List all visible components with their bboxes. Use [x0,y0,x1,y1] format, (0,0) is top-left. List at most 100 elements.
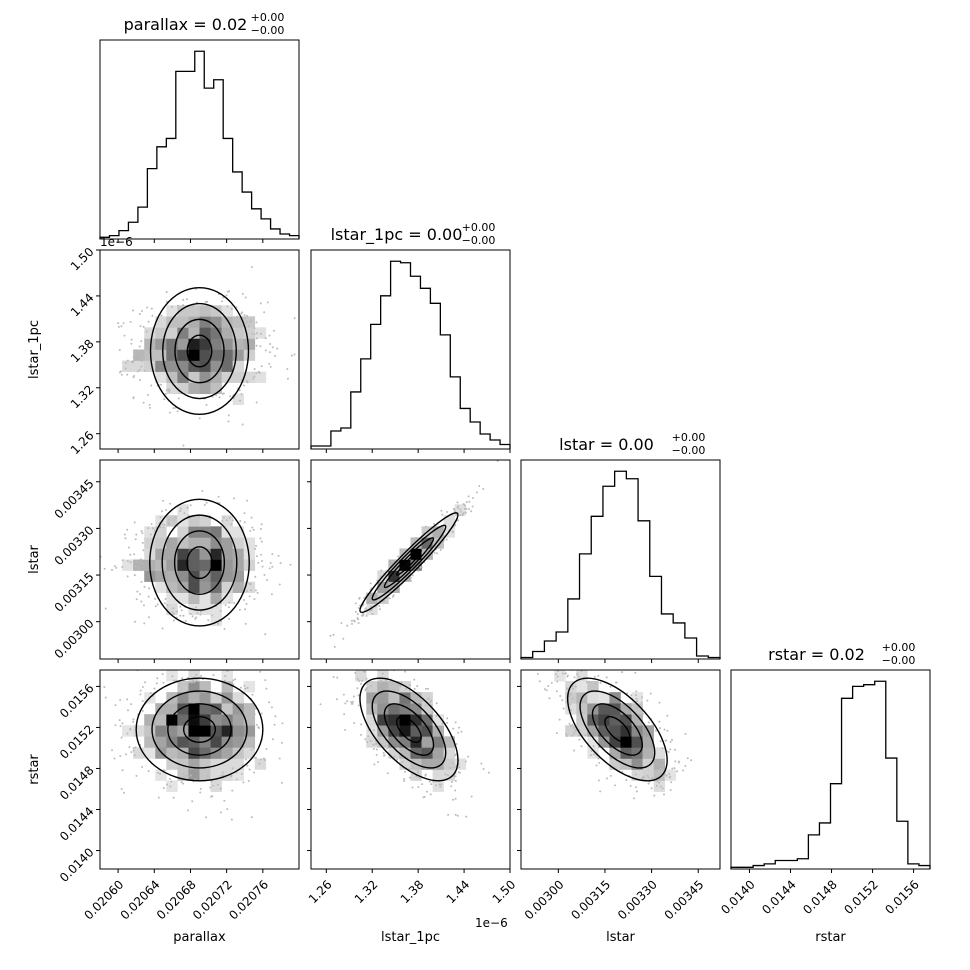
sample-point [408,776,411,779]
sample-point [686,757,689,760]
sample-point [650,787,653,790]
hist-panel-parallax: parallax = 0.02 +0.00−0.00 [99,11,300,240]
sample-point [278,583,281,586]
density-cell [144,360,156,372]
sample-point [597,757,600,760]
density-cell [166,305,178,317]
sample-point [249,589,252,592]
sample-point [400,681,403,684]
panel-title-lstar: lstar = 0.00 [559,435,654,454]
sample-point [211,795,214,798]
sample-point [462,512,465,515]
sample-point [197,666,199,668]
sample-point [668,776,671,779]
sample-point [634,773,637,776]
sample-point [226,670,229,673]
sample-point [139,325,142,328]
sample-point [450,740,453,743]
sample-point [634,694,637,697]
density-cell [243,736,256,748]
sample-point [139,569,142,572]
sample-point [394,664,396,666]
sample-point [159,516,162,519]
density-cell [144,725,156,737]
sample-point [565,733,568,736]
density-cell [166,316,178,328]
y-tick-label: 0.0156 [57,681,97,721]
density-cell [177,736,189,748]
density-cell [144,736,156,748]
sample-point [536,672,539,675]
sample-point [163,398,166,401]
sample-point [470,795,473,798]
sample-point [235,778,238,781]
y-tick-label: 1.44 [68,291,97,320]
density-cell [388,747,400,759]
density-cell [576,703,588,715]
sample-point [273,723,276,726]
density-cell [133,559,145,571]
density-cell [155,316,167,328]
sample-point [191,657,193,659]
x-tick-label: 0.0156 [882,877,922,917]
density-cell [243,537,256,549]
sample-point [253,705,256,708]
density-cell [199,769,211,781]
sample-point [205,501,208,504]
density-cell [410,725,422,737]
panel-title-rstar: rstar = 0.02 [768,645,865,664]
x-tick-label: 1.50 [490,877,519,906]
sample-point [289,563,292,566]
sample-point [646,774,649,777]
density-cell [631,758,643,770]
sample-point [140,580,143,583]
sample-point [661,747,664,750]
density-cell [421,747,433,759]
sample-point [139,379,142,382]
sample-point [255,544,258,547]
sample-point [268,567,271,570]
sample-point [149,533,152,536]
sample-point [141,541,144,544]
sample-point [153,529,156,532]
sample-point [439,785,442,788]
sample-point [221,771,224,774]
sample-point [538,680,541,683]
sample-point [635,690,638,693]
sample-point [140,600,143,603]
sample-point [642,712,645,715]
sample-point [658,781,661,784]
sample-point [264,633,267,636]
sample-point [168,518,171,521]
sample-point [129,728,132,731]
sample-point [646,699,649,702]
sample-point [364,689,367,692]
sample-point [97,614,99,616]
density-cell [631,769,643,781]
sample-point [142,401,145,404]
density-cell [399,703,411,715]
sample-point [271,346,274,349]
sample-point [576,673,579,676]
sample-point [635,790,638,793]
sample-point [151,314,154,317]
density-cell [210,581,222,593]
density-cell [210,570,222,582]
density-cell [388,681,400,693]
sample-point [268,362,271,365]
sample-point [135,560,138,563]
sample-point [369,739,372,742]
sample-point [656,780,659,783]
panel-title-sub: −0.00 [462,234,496,247]
sample-point [379,679,382,682]
sample-point [413,678,416,681]
sample-point [383,600,386,603]
density-cell [199,714,211,726]
sample-point [103,567,106,570]
sample-point [141,686,144,689]
sample-point [163,769,166,772]
density-cell [221,747,233,759]
sample-point [120,788,123,791]
density-cell [177,382,189,395]
sample-point [245,590,248,593]
